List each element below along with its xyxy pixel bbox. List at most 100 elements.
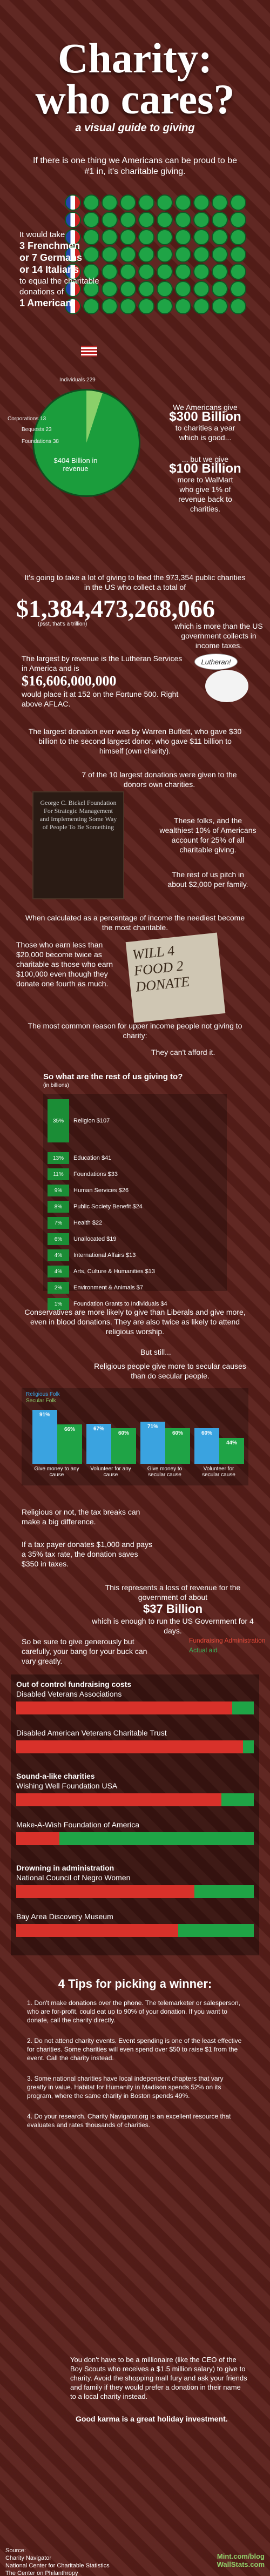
brand-link[interactable]: WallStats.com [217, 2560, 265, 2568]
person-icon [212, 298, 228, 314]
billion-text: more to WalMart [177, 475, 233, 484]
chart-bar-label: Environment & Animals $7 [73, 1284, 144, 1291]
conservatives-text: Conservatives are more likely to give th… [24, 1308, 246, 1336]
person-icon [65, 298, 81, 314]
person-icon [138, 264, 154, 280]
group-bar: 44% [219, 1437, 244, 1464]
source-item: National Center for Charitable Statistic… [5, 2562, 110, 2569]
charity-name: Bay Area Discovery Museum [16, 1912, 113, 1921]
chart-bar-label: Unallocated $19 [73, 1236, 117, 1242]
group-bar-label: 67% [93, 1426, 104, 1432]
person-icon [157, 194, 173, 211]
lutheran-line: The largest by revenue is the Lutheran S… [22, 654, 183, 672]
fundraising-bar [16, 1701, 232, 1714]
title-line-1: Charity: [58, 35, 212, 82]
person-icon [65, 229, 81, 245]
source-item: The Center on Philanthropy [5, 2570, 78, 2576]
billion-text: who give 1% of revenue back to charities… [178, 485, 232, 513]
legend-secular: Secular Folk [26, 1398, 56, 1404]
billion-amount: $300 Billion [169, 409, 241, 424]
brand-link[interactable]: Mint.com/blog [217, 2552, 265, 2560]
tip-4: 4. Do your research. Charity Navigator.o… [27, 2113, 231, 2129]
chart-bar-percent: 4% [48, 1249, 69, 1261]
section-heading: Sound-a-like charities [16, 1772, 95, 1780]
billion-text: We Americans give [173, 403, 238, 412]
person-icon [175, 281, 191, 297]
person-icon [193, 281, 210, 297]
comparison-line: It would take [19, 230, 65, 239]
giving-chart-title: So what are the rest of us giving to? [43, 1072, 183, 1081]
chart-bar-percent: 4% [48, 1266, 69, 1277]
charity-bar [16, 1740, 254, 1753]
grouped-bars: 91% 66% 67% 60% 71% 60% 60% 44% [32, 1404, 244, 1464]
charity-bar [16, 1924, 254, 1937]
government-loss-text: This represents a loss of revenue for th… [92, 1583, 254, 1636]
chart-bar-percent: 9% [48, 1185, 69, 1196]
person-icon [212, 212, 228, 228]
comparison-text: It would take 3 Frenchmen or 7 Germans o… [19, 230, 111, 310]
person-icon [175, 194, 191, 211]
person-icon [175, 229, 191, 245]
comparison-line: to equal the charitable donations of [19, 277, 99, 297]
tax-line: which is enough to run the US Government… [92, 1617, 254, 1635]
giving-bar-chart: 35% Religion $107 13% Education $41 11% Found… [43, 1094, 227, 1310]
person-icon [83, 229, 99, 245]
person-icon [212, 229, 228, 245]
comparison-american: 1 American. [19, 298, 75, 308]
charity-name: National Council of Negro Women [16, 1873, 131, 1882]
total-revenue-number: $1,384,473,268,066 [16, 595, 215, 622]
secular-text: Religious people give more to secular ca… [94, 1362, 246, 1380]
group-bar: 60% [111, 1428, 136, 1464]
group-bar: 60% [165, 1428, 190, 1464]
section-heading: Drowning in administration [16, 1864, 114, 1872]
person-icon [157, 281, 173, 297]
cant-afford-text: They can't afford it. [151, 1048, 215, 1057]
pie-label-foundations: Foundations 38 [22, 439, 59, 445]
group-label: Volunteer for secular cause [202, 1466, 235, 1478]
person-icon [65, 281, 81, 297]
intro-text: If there is one thing we Americans can b… [32, 156, 237, 176]
chart-bar-label: Religion $107 [73, 1118, 110, 1124]
person-icon [65, 194, 81, 211]
sources: Source: Charity Navigator National Cente… [5, 2547, 110, 2576]
tip-1: 1. Don't make donations over the phone. … [27, 1999, 240, 2024]
person-icon [120, 229, 136, 245]
person-icon [157, 298, 173, 314]
fundraising-bar [16, 1924, 178, 1937]
charity-bar [16, 1793, 254, 1806]
rest-of-us-text: The rest of us pitch in about $2,000 per… [167, 870, 248, 889]
person-icon [120, 212, 136, 228]
person-icon [120, 298, 136, 314]
comparison-frenchmen: 3 Frenchmen [19, 240, 80, 251]
group-bar-label: 91% [39, 1411, 50, 1418]
karma-text: Good karma is a great holiday investment… [76, 2414, 228, 2423]
group-bar-label: 71% [147, 1423, 158, 1430]
tax-breaks-text: Religious or not, the tax breaks can mak… [22, 1508, 140, 1526]
person-icon [138, 281, 154, 297]
fundraising-bar [16, 1885, 194, 1898]
billion-text: ... but we give [181, 455, 229, 463]
person-icon [230, 229, 246, 245]
charity-bar [16, 1701, 254, 1714]
person-icon [193, 229, 210, 245]
pie-label-individuals: Individuals 229 [59, 377, 96, 383]
tip-3: 3. Some national charities have local in… [27, 2075, 224, 2100]
buffett-text: The largest donation ever was by Warren … [28, 727, 242, 755]
walmart-amount: $100 Billion [169, 461, 241, 476]
person-icon [102, 246, 118, 263]
tax-line: This represents a loss of revenue for th… [105, 1583, 241, 1602]
group-bar-label: 66% [64, 1427, 75, 1433]
person-icon [65, 246, 81, 263]
person-icon [83, 212, 99, 228]
revenue-pie-chart [32, 389, 140, 497]
own-charity-text: 7 of the 10 largest donations were given… [82, 770, 237, 789]
person-icon [157, 246, 173, 263]
chart-bar-label: Arts, Culture & Humanities $13 [73, 1268, 156, 1275]
person-icon [102, 281, 118, 297]
person-icon [83, 298, 99, 314]
comparison-italians: or 14 Italians [19, 264, 79, 275]
chart-bar-percent: 2% [48, 1282, 69, 1294]
person-icon [212, 281, 228, 297]
person-icon [193, 212, 210, 228]
person-icon [138, 212, 154, 228]
